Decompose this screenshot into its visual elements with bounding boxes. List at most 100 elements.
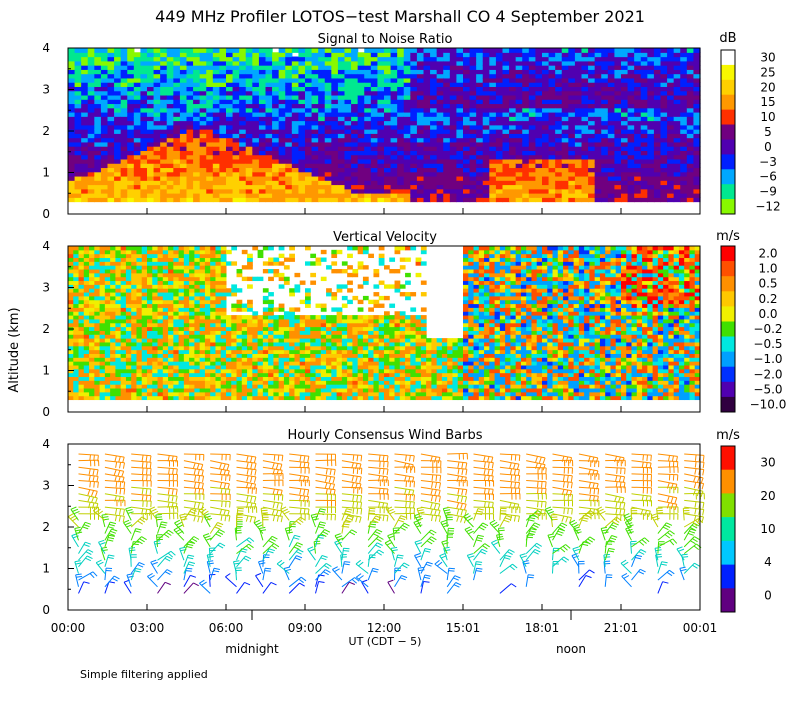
snr-cell (470, 129, 477, 134)
snr-cell (134, 180, 141, 185)
snr-cell (628, 82, 635, 87)
velocity-cell (121, 307, 127, 311)
snr-cell (535, 57, 542, 62)
snr-cell (246, 163, 253, 168)
snr-cell (94, 95, 101, 100)
snr-cell (601, 189, 608, 194)
velocity-cell (131, 330, 137, 334)
snr-cell (608, 159, 615, 164)
velocity-cell (179, 323, 185, 327)
velocity-cell (115, 277, 121, 281)
snr-cell (641, 91, 648, 96)
snr-cell (81, 61, 88, 66)
snr-cell (351, 99, 358, 104)
snr-cell (160, 133, 167, 138)
velocity-cell (100, 300, 106, 304)
velocity-cell (258, 377, 264, 381)
snr-cell (167, 116, 174, 121)
snr-cell (608, 189, 615, 194)
snr-cell (358, 69, 365, 74)
snr-cell (285, 189, 292, 194)
snr-cell (140, 138, 147, 143)
velocity-cell (147, 250, 153, 254)
snr-cell (68, 95, 75, 100)
snr-cell (338, 189, 345, 194)
velocity-cell (252, 311, 258, 315)
snr-cell (575, 95, 582, 100)
snr-cell (443, 197, 450, 202)
snr-cell (456, 129, 463, 134)
velocity-cell (168, 323, 174, 327)
snr-cell (456, 189, 463, 194)
snr-cell (450, 142, 457, 147)
snr-cell (397, 125, 404, 130)
snr-cell (266, 197, 273, 202)
snr-cell (219, 48, 226, 53)
snr-cell (661, 197, 668, 202)
snr-cell (147, 193, 154, 198)
velocity-cell (147, 353, 153, 357)
snr-cell (555, 138, 562, 143)
snr-cell (483, 155, 490, 160)
snr-cell (384, 184, 391, 189)
snr-cell (647, 52, 654, 57)
velocity-cell (184, 273, 190, 277)
snr-cell (384, 150, 391, 155)
snr-cell (206, 172, 213, 177)
snr-cell (312, 159, 319, 164)
velocity-cell (226, 350, 232, 354)
velocity-cell (252, 365, 258, 369)
snr-cell (483, 48, 490, 53)
snr-cell (608, 138, 615, 143)
snr-cell (81, 74, 88, 79)
snr-cell (608, 48, 615, 53)
velocity-cell (205, 246, 211, 250)
snr-cell (331, 184, 338, 189)
snr-cell (384, 103, 391, 108)
snr-cell (154, 99, 161, 104)
velocity-cell (110, 250, 116, 254)
snr-cell (601, 121, 608, 126)
velocity-cell (252, 323, 258, 327)
velocity-cell (205, 342, 211, 346)
velocity-cell (205, 380, 211, 384)
snr-cell (601, 91, 608, 96)
snr-cell (575, 129, 582, 134)
snr-cell (608, 184, 615, 189)
velocity-cell (226, 327, 232, 331)
snr-cell (292, 91, 299, 96)
velocity-cell (84, 388, 90, 392)
velocity-cell (79, 377, 85, 381)
snr-cell (193, 121, 200, 126)
snr-cell (305, 52, 312, 57)
velocity-cell (89, 284, 95, 288)
velocity-cell (210, 323, 216, 327)
snr-cell (134, 129, 141, 134)
velocity-cell (263, 327, 269, 331)
snr-cell (114, 108, 121, 113)
snr-cell (239, 176, 246, 181)
velocity-cell (194, 281, 200, 285)
velocity-cell (68, 292, 74, 296)
velocity-cell (84, 384, 90, 388)
snr-cell (338, 57, 345, 62)
snr-cell (588, 159, 595, 164)
snr-cell (483, 74, 490, 79)
velocity-cell (73, 342, 79, 346)
snr-cell (246, 69, 253, 74)
snr-cell (614, 95, 621, 100)
velocity-cell (84, 281, 90, 285)
snr-cell (305, 176, 312, 181)
snr-cell (687, 99, 694, 104)
snr-cell (377, 61, 384, 66)
snr-cell (608, 129, 615, 134)
snr-cell (687, 69, 694, 74)
velocity-cell (110, 323, 116, 327)
velocity-cell (221, 334, 227, 338)
snr-cell (312, 133, 319, 138)
velocity-cell (94, 396, 100, 400)
snr-cell (667, 74, 674, 79)
velocity-cell (210, 273, 216, 277)
velocity-cell (268, 330, 274, 334)
velocity-cell (147, 373, 153, 377)
